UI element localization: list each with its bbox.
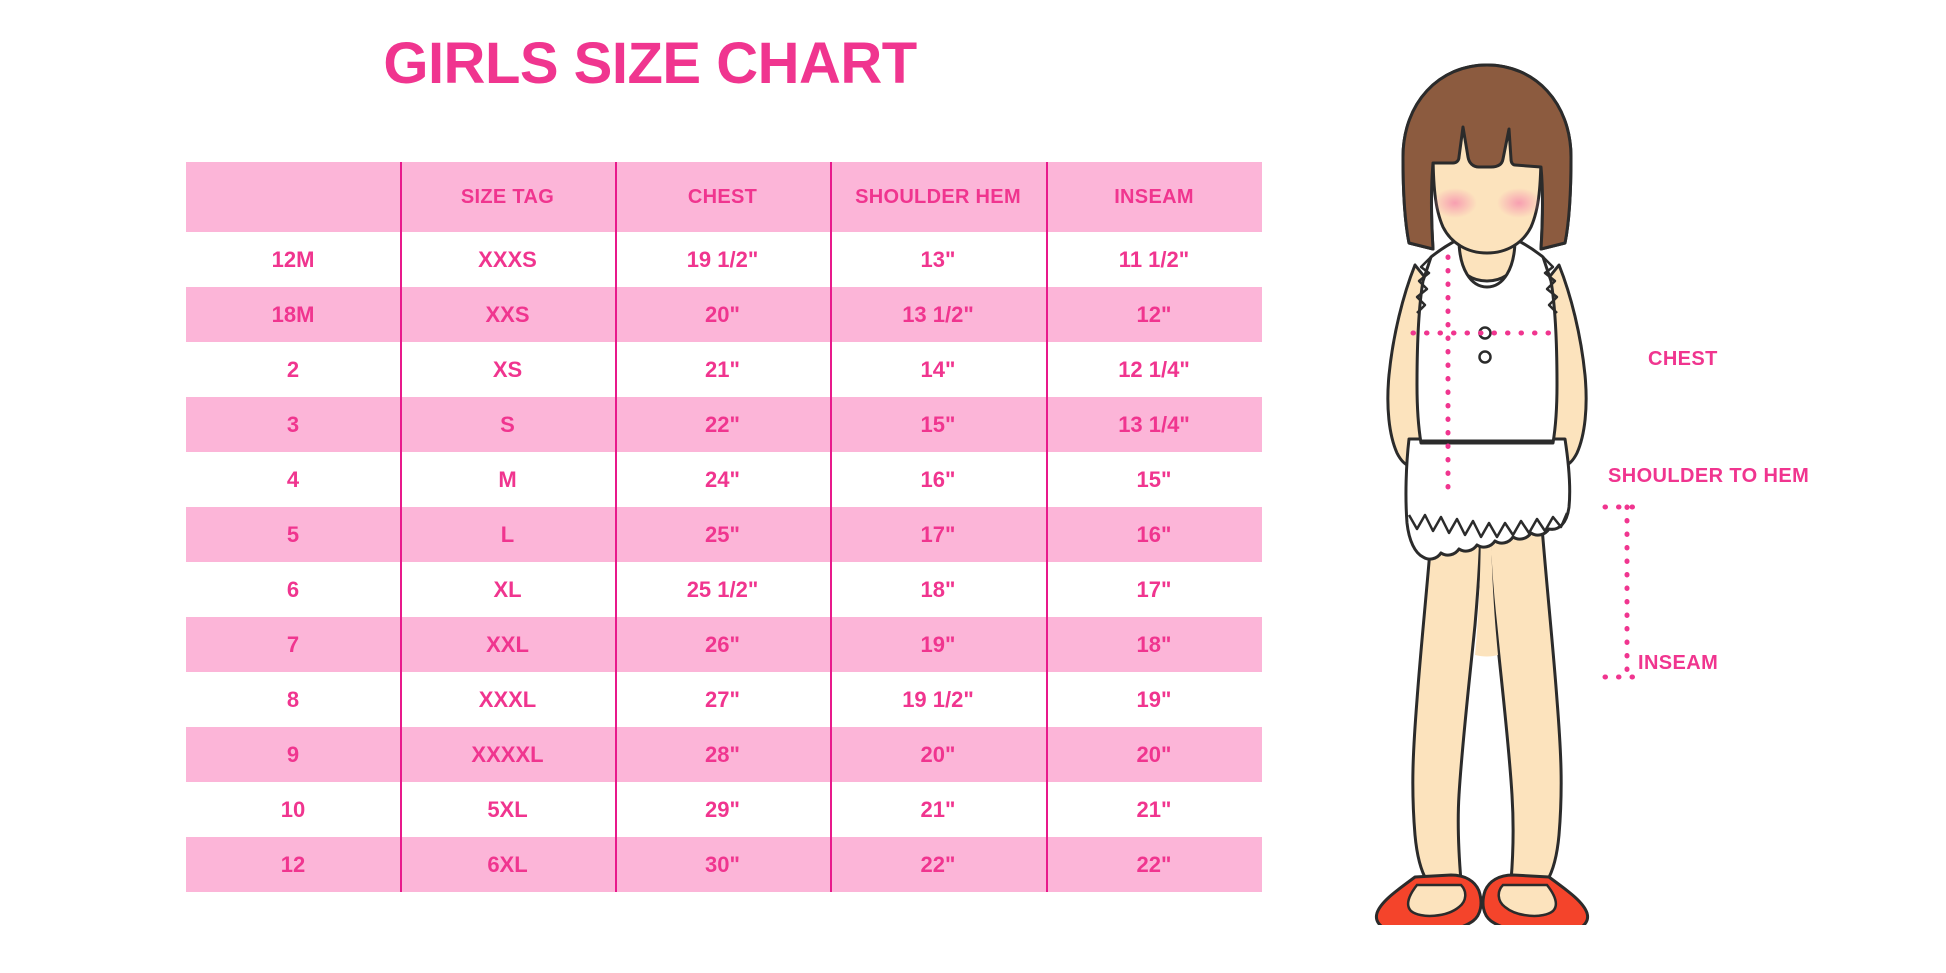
size-chart-table: SIZE TAG CHEST SHOULDER HEM INSEAM 12M XX…	[186, 162, 1262, 892]
cell-size-tag: 6XL	[400, 837, 615, 892]
size-chart-table-container: SIZE TAG CHEST SHOULDER HEM INSEAM 12M XX…	[186, 162, 1262, 892]
cell-chest: 19 1/2"	[615, 232, 830, 287]
cell-chest: 28"	[615, 727, 830, 782]
cell-chest: 29"	[615, 782, 830, 837]
cell-size-tag: M	[400, 452, 615, 507]
cell-size-tag: XXS	[400, 287, 615, 342]
cell-size: 18M	[271, 301, 315, 327]
blush-left	[1433, 188, 1477, 218]
cell-size-tag: XL	[400, 562, 615, 617]
cell-inseam: 12 1/4"	[1046, 342, 1262, 397]
cell-size: 10	[280, 796, 306, 822]
cell-size-tag: XXXS	[400, 232, 615, 287]
cell-shoulder-hem: 13 1/2"	[830, 287, 1046, 342]
cell-inseam: 21"	[1046, 782, 1262, 837]
table-row: 10 5XL 29" 21" 21"	[186, 782, 1262, 837]
cell-size: 5	[286, 521, 300, 547]
measurement-label-inseam: INSEAM	[1638, 652, 1719, 674]
measurement-guides	[1410, 254, 1644, 680]
table-row: 12M XXXS 19 1/2" 13" 11 1/2"	[186, 232, 1262, 287]
cell-inseam: 19"	[1046, 672, 1262, 727]
cell-chest: 20"	[615, 287, 830, 342]
cell-shoulder-hem: 20"	[830, 727, 1046, 782]
table-row: 7 XXL 26" 19" 18"	[186, 617, 1262, 672]
cell-size-tag: XXL	[400, 617, 615, 672]
cell-size: 7	[286, 631, 300, 657]
cell-chest: 24"	[615, 452, 830, 507]
cell-inseam: 17"	[1046, 562, 1262, 617]
cell-size-tag: XXXL	[400, 672, 615, 727]
cell-size: 6	[286, 576, 300, 602]
cell-size-tag: 5XL	[400, 782, 615, 837]
table-row: 2 XS 21" 14" 12 1/4"	[186, 342, 1262, 397]
cell-inseam: 22"	[1046, 837, 1262, 892]
button-lower	[1478, 350, 1492, 364]
cell-chest: 26"	[615, 617, 830, 672]
cell-chest: 21"	[615, 342, 830, 397]
legs-group	[1411, 513, 1563, 883]
cell-inseam: 12"	[1046, 287, 1262, 342]
cell-inseam: 18"	[1046, 617, 1262, 672]
cell-size-tag: L	[400, 507, 615, 562]
cell-chest: 25 1/2"	[615, 562, 830, 617]
cell-size-tag: XXXXL	[400, 727, 615, 782]
page-title: GIRLS SIZE CHART	[383, 31, 917, 96]
cell-chest: 25"	[615, 507, 830, 562]
table-header: SIZE TAG CHEST SHOULDER HEM INSEAM	[186, 162, 1262, 232]
column-header-shoulder-hem: SHOULDER HEM	[830, 162, 1046, 232]
girl-illustration	[1355, 45, 1685, 925]
cell-size: 8	[286, 686, 300, 712]
table-row: 5 L 25" 17" 16"	[186, 507, 1262, 562]
table-row: 6 XL 25 1/2" 18" 17"	[186, 562, 1262, 617]
table-body: 12M XXXS 19 1/2" 13" 11 1/2" 18M XXS 20" 13 1/2"…	[186, 232, 1262, 892]
top-garment-group	[1415, 237, 1559, 445]
cell-chest: 22"	[615, 397, 830, 452]
cell-shoulder-hem: 19 1/2"	[830, 672, 1046, 727]
cell-chest: 30"	[615, 837, 830, 892]
table-row: 9 XXXXL 28" 20" 20"	[186, 727, 1262, 782]
skirt-group	[1404, 437, 1572, 561]
column-header-inseam: INSEAM	[1046, 162, 1262, 232]
cell-shoulder-hem: 21"	[830, 782, 1046, 837]
shoes-group	[1374, 873, 1590, 925]
cell-size: 12	[280, 851, 306, 877]
cell-shoulder-hem: 13"	[830, 232, 1046, 287]
cell-shoulder-hem: 17"	[830, 507, 1046, 562]
column-header-chest: CHEST	[615, 162, 830, 232]
table-row: 8 XXXL 27" 19 1/2" 19"	[186, 672, 1262, 727]
cell-size-tag: XS	[400, 342, 615, 397]
measurement-label-shoulder-to-hem: SHOULDER TO HEM	[1608, 465, 1810, 487]
table-row: 3 S 22" 15" 13 1/4"	[186, 397, 1262, 452]
table-row: 4 M 24" 16" 15"	[186, 452, 1262, 507]
cell-shoulder-hem: 14"	[830, 342, 1046, 397]
cell-size: 3	[286, 411, 300, 437]
cell-inseam: 20"	[1046, 727, 1262, 782]
cell-inseam: 11 1/2"	[1046, 232, 1262, 287]
cell-shoulder-hem: 18"	[830, 562, 1046, 617]
cell-chest: 27"	[615, 672, 830, 727]
cell-shoulder-hem: 16"	[830, 452, 1046, 507]
cell-size: 9	[286, 741, 300, 767]
cell-shoulder-hem: 15"	[830, 397, 1046, 452]
cell-size: 12M	[271, 246, 315, 272]
blush-right	[1497, 188, 1541, 218]
column-header-size-tag: SIZE TAG	[400, 162, 615, 232]
table-header-row: SIZE TAG CHEST SHOULDER HEM INSEAM	[186, 162, 1262, 232]
cell-shoulder-hem: 22"	[830, 837, 1046, 892]
cell-size-tag: S	[400, 397, 615, 452]
table-row: 12 6XL 30" 22" 22"	[186, 837, 1262, 892]
cell-size: 2	[286, 356, 300, 382]
measurement-label-chest: CHEST	[1648, 348, 1718, 370]
cell-inseam: 16"	[1046, 507, 1262, 562]
column-header-size	[186, 162, 400, 232]
hair-front-bangs	[1401, 63, 1573, 251]
cell-inseam: 13 1/4"	[1046, 397, 1262, 452]
cell-inseam: 15"	[1046, 452, 1262, 507]
cell-size: 4	[286, 466, 300, 492]
table-row: 18M XXS 20" 13 1/2" 12"	[186, 287, 1262, 342]
cell-shoulder-hem: 19"	[830, 617, 1046, 672]
